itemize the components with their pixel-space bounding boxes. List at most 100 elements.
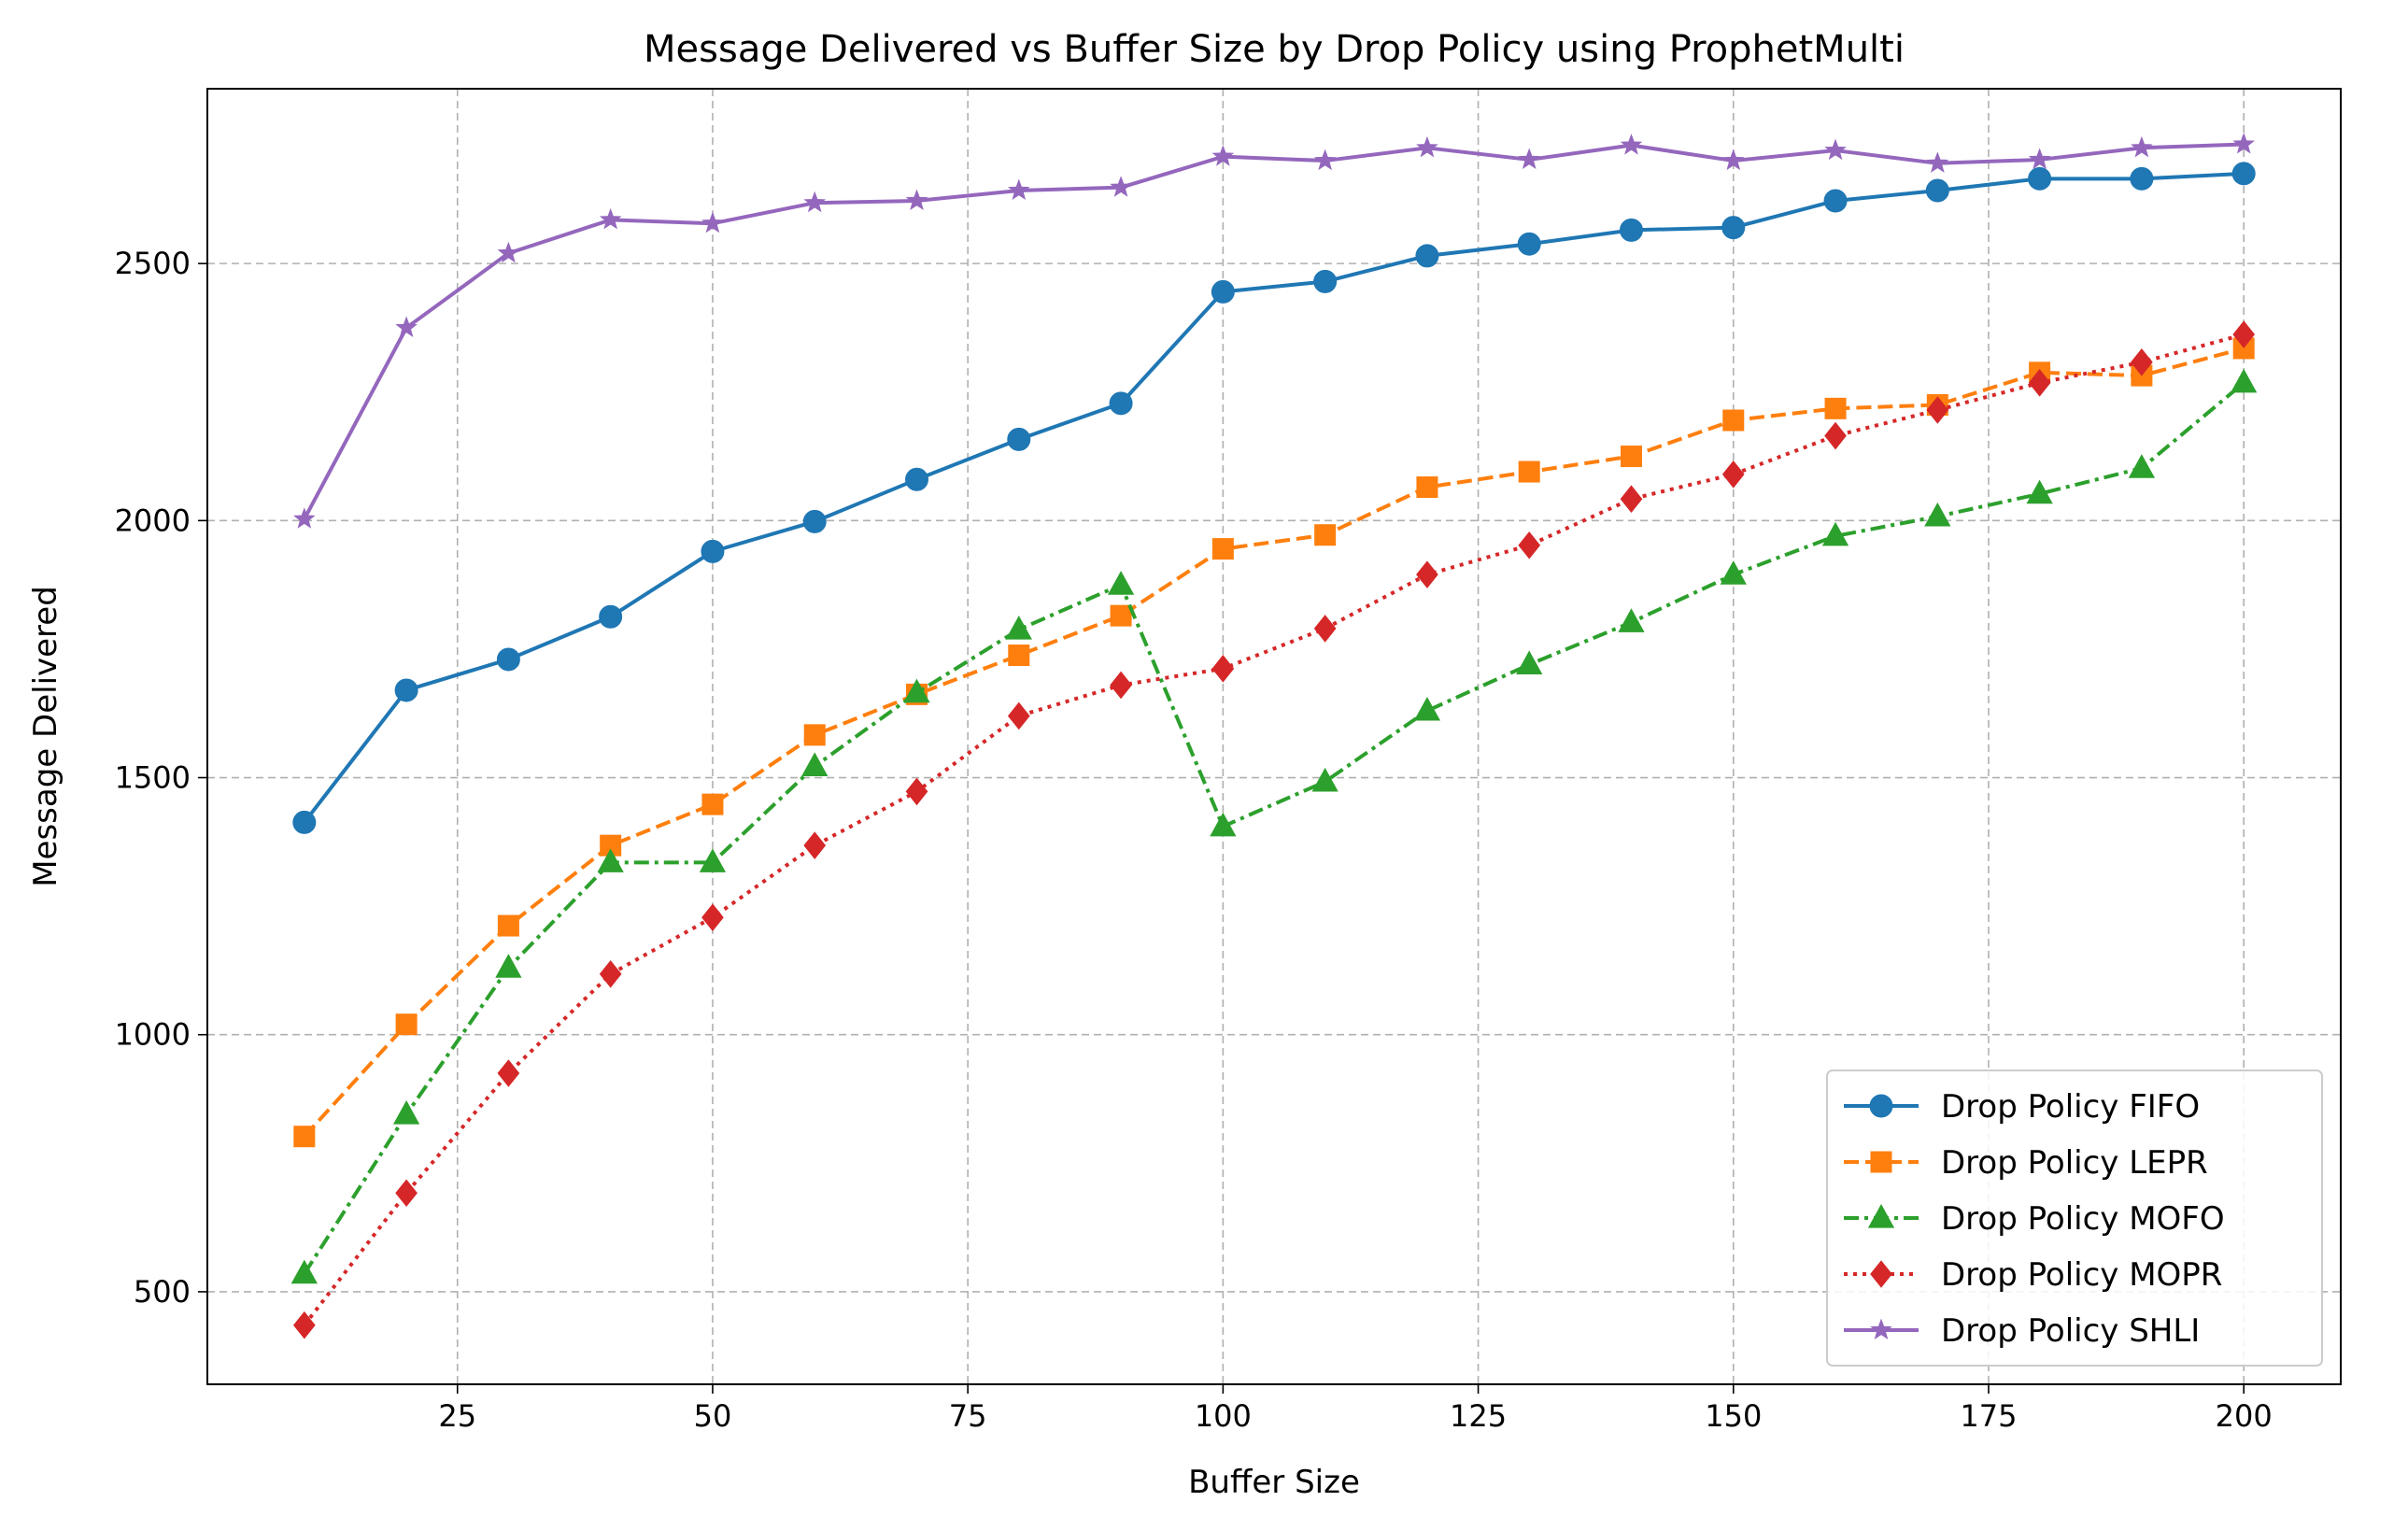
data-point-star: [497, 241, 520, 263]
legend-label: Drop Policy SHLI: [1941, 1312, 2200, 1350]
data-point-triangle: [1867, 1203, 1895, 1228]
data-point-circle: [2028, 166, 2052, 191]
data-point-triangle: [1005, 615, 1032, 640]
data-point-square: [1518, 460, 1540, 483]
series-line: [303, 381, 2245, 1275]
data-point-circle: [1925, 178, 1949, 203]
data-point-triangle: [1720, 560, 1747, 585]
data-point-square: [1722, 409, 1745, 432]
data-point-triangle: [1107, 571, 1135, 595]
data-point-star: [2131, 135, 2153, 158]
data-point-circle: [292, 810, 317, 834]
data-point-star: [395, 316, 418, 337]
legend-item: Drop Policy SHLI: [1844, 1312, 2200, 1350]
data-point-diamond: [1824, 421, 1847, 450]
data-point-star: [1416, 135, 1438, 158]
y-tick-label: 2000: [115, 503, 191, 538]
data-point-circle: [2231, 162, 2256, 186]
data-point-square: [497, 914, 519, 937]
data-point-diamond: [599, 959, 622, 988]
data-point-diamond: [292, 1310, 316, 1339]
series-drop-policy-mofo: [290, 368, 2258, 1284]
chart-title: Message Delivered vs Buffer Size by Drop…: [644, 28, 1905, 71]
data-point-diamond: [1007, 701, 1030, 730]
data-point-triangle: [2026, 479, 2053, 504]
data-point-diamond: [1211, 655, 1235, 683]
legend-box: [1826, 1070, 2323, 1367]
legend-item: Drop Policy FIFO: [1844, 1088, 2200, 1126]
data-point-diamond: [1110, 671, 1132, 700]
data-point-star: [1926, 151, 1949, 173]
data-point-square: [1824, 397, 1847, 419]
data-point-circle: [496, 647, 520, 672]
data-point-triangle: [699, 848, 727, 872]
data-point-diamond: [2028, 369, 2051, 397]
data-point-star: [2232, 133, 2256, 154]
data-point-star: [905, 189, 928, 211]
data-point-star: [1824, 138, 1847, 161]
data-point-diamond: [701, 903, 724, 932]
data-point-square: [1314, 524, 1337, 546]
series-drop-policy-mopr: [292, 320, 2256, 1339]
x-tick-label: 100: [1195, 1398, 1252, 1434]
data-point-star: [292, 507, 316, 529]
data-point-square: [701, 793, 724, 815]
data-point-triangle: [1516, 650, 1543, 675]
data-point-circle: [905, 467, 929, 491]
data-point-diamond: [1721, 460, 1745, 489]
axis-ticks: 25 50 75 100 125 150 175 200 500 1000 1500 2000 2500: [115, 246, 2273, 1434]
legend-item: Drop Policy MOFO: [1844, 1200, 2225, 1238]
x-tick-label: 125: [1450, 1398, 1507, 1434]
data-point-triangle: [1210, 812, 1237, 837]
data-point-diamond: [1416, 560, 1438, 588]
data-point-star: [1007, 178, 1030, 201]
data-point-triangle: [2128, 454, 2156, 478]
data-point-star: [2028, 148, 2051, 170]
data-point-circle: [802, 509, 827, 533]
data-point-star: [1110, 176, 1132, 197]
data-point-diamond: [395, 1179, 418, 1208]
data-point-triangle: [801, 752, 829, 777]
series-line: [303, 333, 2245, 1326]
data-point-diamond: [2232, 320, 2256, 348]
data-point-diamond: [1870, 1260, 1892, 1288]
series-drop-policy-fifo: [292, 162, 2256, 834]
legend-label: Drop Policy FIFO: [1941, 1088, 2200, 1126]
legend: Drop Policy FIFO Drop Policy LEPR Drop Pol…: [1826, 1070, 2323, 1367]
data-point-square: [1416, 476, 1438, 499]
data-point-circle: [2130, 166, 2154, 191]
data-point-square: [1870, 1151, 1892, 1173]
data-point-square: [803, 724, 826, 746]
x-axis-label: Buffer Size: [1188, 1464, 1360, 1501]
data-point-star: [1313, 149, 1337, 171]
data-point-triangle: [495, 954, 522, 978]
legend-item: Drop Policy LEPR: [1844, 1144, 2208, 1182]
data-point-circle: [599, 604, 623, 629]
data-point-circle: [1211, 279, 1235, 304]
data-point-circle: [394, 678, 418, 702]
data-point-star: [1518, 148, 1541, 170]
data-point-circle: [1619, 218, 1643, 242]
data-point-square: [1110, 604, 1132, 627]
series-line: [303, 171, 2245, 824]
x-tick-label: 175: [1960, 1398, 2017, 1434]
y-tick-label: 500: [134, 1274, 191, 1310]
data-point-triangle: [1924, 502, 1951, 527]
series-layer: [290, 133, 2258, 1339]
data-point-square: [293, 1126, 316, 1148]
legend-item: Drop Policy MOPR: [1844, 1256, 2222, 1294]
data-point-diamond: [1313, 615, 1337, 643]
data-point-triangle: [1821, 521, 1849, 546]
data-point-diamond: [497, 1059, 520, 1087]
data-point-diamond: [2131, 348, 2153, 376]
data-point-triangle: [290, 1259, 318, 1284]
series-drop-policy-shli: [292, 133, 2256, 529]
data-point-diamond: [1518, 531, 1541, 560]
data-point-circle: [1517, 232, 1541, 256]
series-line: [303, 142, 2245, 520]
x-tick-label: 25: [438, 1398, 476, 1434]
legend-label: Drop Policy MOFO: [1941, 1200, 2225, 1238]
data-point-circle: [701, 539, 725, 563]
data-point-circle: [1109, 391, 1133, 416]
